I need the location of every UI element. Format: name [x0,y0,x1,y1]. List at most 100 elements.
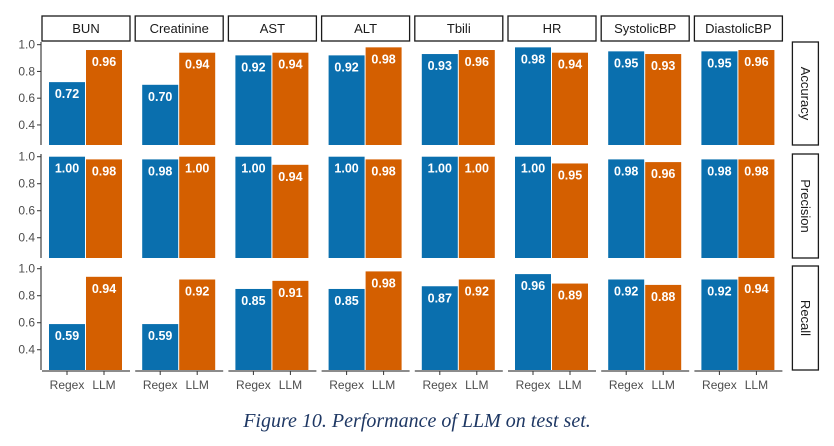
column-strip-label: Tbili [447,21,471,36]
bar-value-label: 0.93 [428,59,452,73]
bar-value-label: 0.98 [614,164,638,178]
bar-llm [365,271,402,370]
bar-value-label: 1.00 [428,162,452,176]
column-strip-label: BUN [72,21,99,36]
y-tick-label: 1.0 [18,150,35,164]
bar-llm [552,52,588,146]
row-strip-label: Recall [798,300,813,336]
bar-value-label: 0.92 [241,60,265,74]
bar-regex [235,156,272,258]
column-strip-label: Creatinine [150,21,209,36]
bar-value-label: 0.94 [278,170,302,184]
bar-regex [515,156,551,258]
bar-value-label: 0.59 [55,329,79,343]
row-strip [791,41,820,146]
bar-llm [179,279,216,370]
bar-regex [701,279,738,370]
x-tick-label: LLM [465,378,488,392]
bar-llm [179,156,216,258]
x-tick-label: Regex [143,378,178,392]
bar-llm [179,52,216,146]
x-tick-label: LLM [92,378,115,392]
bar-value-label: 0.70 [148,90,172,104]
bar-llm [272,280,309,370]
column-strip [507,15,597,42]
row-strip-label: Accuracy [798,67,813,121]
column-strip-label: ALT [354,21,377,36]
x-tick-label: LLM [186,378,209,392]
bar-value-label: 1.00 [185,162,209,176]
bar-value-label: 0.94 [558,58,582,72]
column-strip-label: HR [543,21,562,36]
bar-regex [608,279,645,370]
bar-value-label: 0.92 [185,285,209,299]
bar-value-label: 1.00 [334,162,358,176]
y-tick-label: 0.4 [18,231,35,245]
y-tick-label: 0.6 [18,316,35,330]
bar-llm [365,47,402,146]
bar-value-label: 0.94 [278,58,302,72]
bar-value-label: 0.87 [428,291,452,305]
x-tick-label: LLM [652,378,675,392]
bar-regex [235,288,272,370]
x-tick-label: Regex [50,378,85,392]
bar-regex [515,274,551,370]
bar-regex [328,288,365,370]
bar-value-label: 1.00 [521,162,545,176]
bar-value-label: 0.88 [651,290,675,304]
x-tick-label: Regex [329,378,364,392]
bar-regex [328,55,365,145]
bar-value-label: 0.98 [371,52,395,66]
y-tick-label: 1.0 [18,262,35,276]
bar-llm [645,284,682,370]
bar-value-label: 0.94 [744,282,768,296]
bar-llm [738,50,775,146]
column-strip [227,15,318,42]
bar-value-label: 0.93 [651,59,675,73]
y-tick-label: 0.6 [18,91,35,105]
column-strip-label: AST [260,21,285,36]
row-strip [791,153,820,259]
bar-regex [142,324,179,370]
bar-llm [645,54,682,146]
bar-llm [552,283,588,370]
bar-llm [738,276,775,370]
bar-value-label: 0.96 [651,167,675,181]
y-tick-label: 0.4 [18,343,35,357]
bar-llm [272,52,309,146]
bar-regex [515,47,551,146]
bar-llm [458,156,495,258]
bar-regex [421,156,458,258]
bar-value-label: 0.92 [334,60,358,74]
bar-regex [142,159,179,258]
bar-value-label: 0.98 [707,164,731,178]
bar-value-label: 0.96 [521,279,545,293]
x-tick-label: Regex [516,378,551,392]
bar-value-label: 0.98 [148,164,172,178]
bar-regex [235,55,272,145]
x-tick-label: LLM [745,378,768,392]
column-strip-label: SystolicBP [614,21,676,36]
column-strip [134,15,224,42]
bar-regex [608,159,645,258]
bar-regex [421,54,458,146]
x-tick-label: Regex [422,378,457,392]
column-strip-label: DiastolicBP [705,21,771,36]
x-tick-label: Regex [236,378,271,392]
bar-value-label: 0.98 [521,52,545,66]
bar-regex [701,51,738,146]
bar-value-label: 0.96 [92,55,116,69]
y-tick-label: 0.4 [18,118,35,132]
bar-llm [86,50,122,146]
bar-value-label: 1.00 [55,162,79,176]
bar-llm [738,159,775,258]
x-tick-label: Regex [609,378,644,392]
bar-value-label: 0.95 [614,56,638,70]
bar-value-label: 0.92 [614,285,638,299]
y-tick-label: 0.8 [18,177,35,191]
bar-value-label: 0.96 [465,55,489,69]
bar-value-label: 0.98 [92,164,116,178]
bar-value-label: 0.72 [55,87,79,101]
bar-value-label: 0.89 [558,289,582,303]
